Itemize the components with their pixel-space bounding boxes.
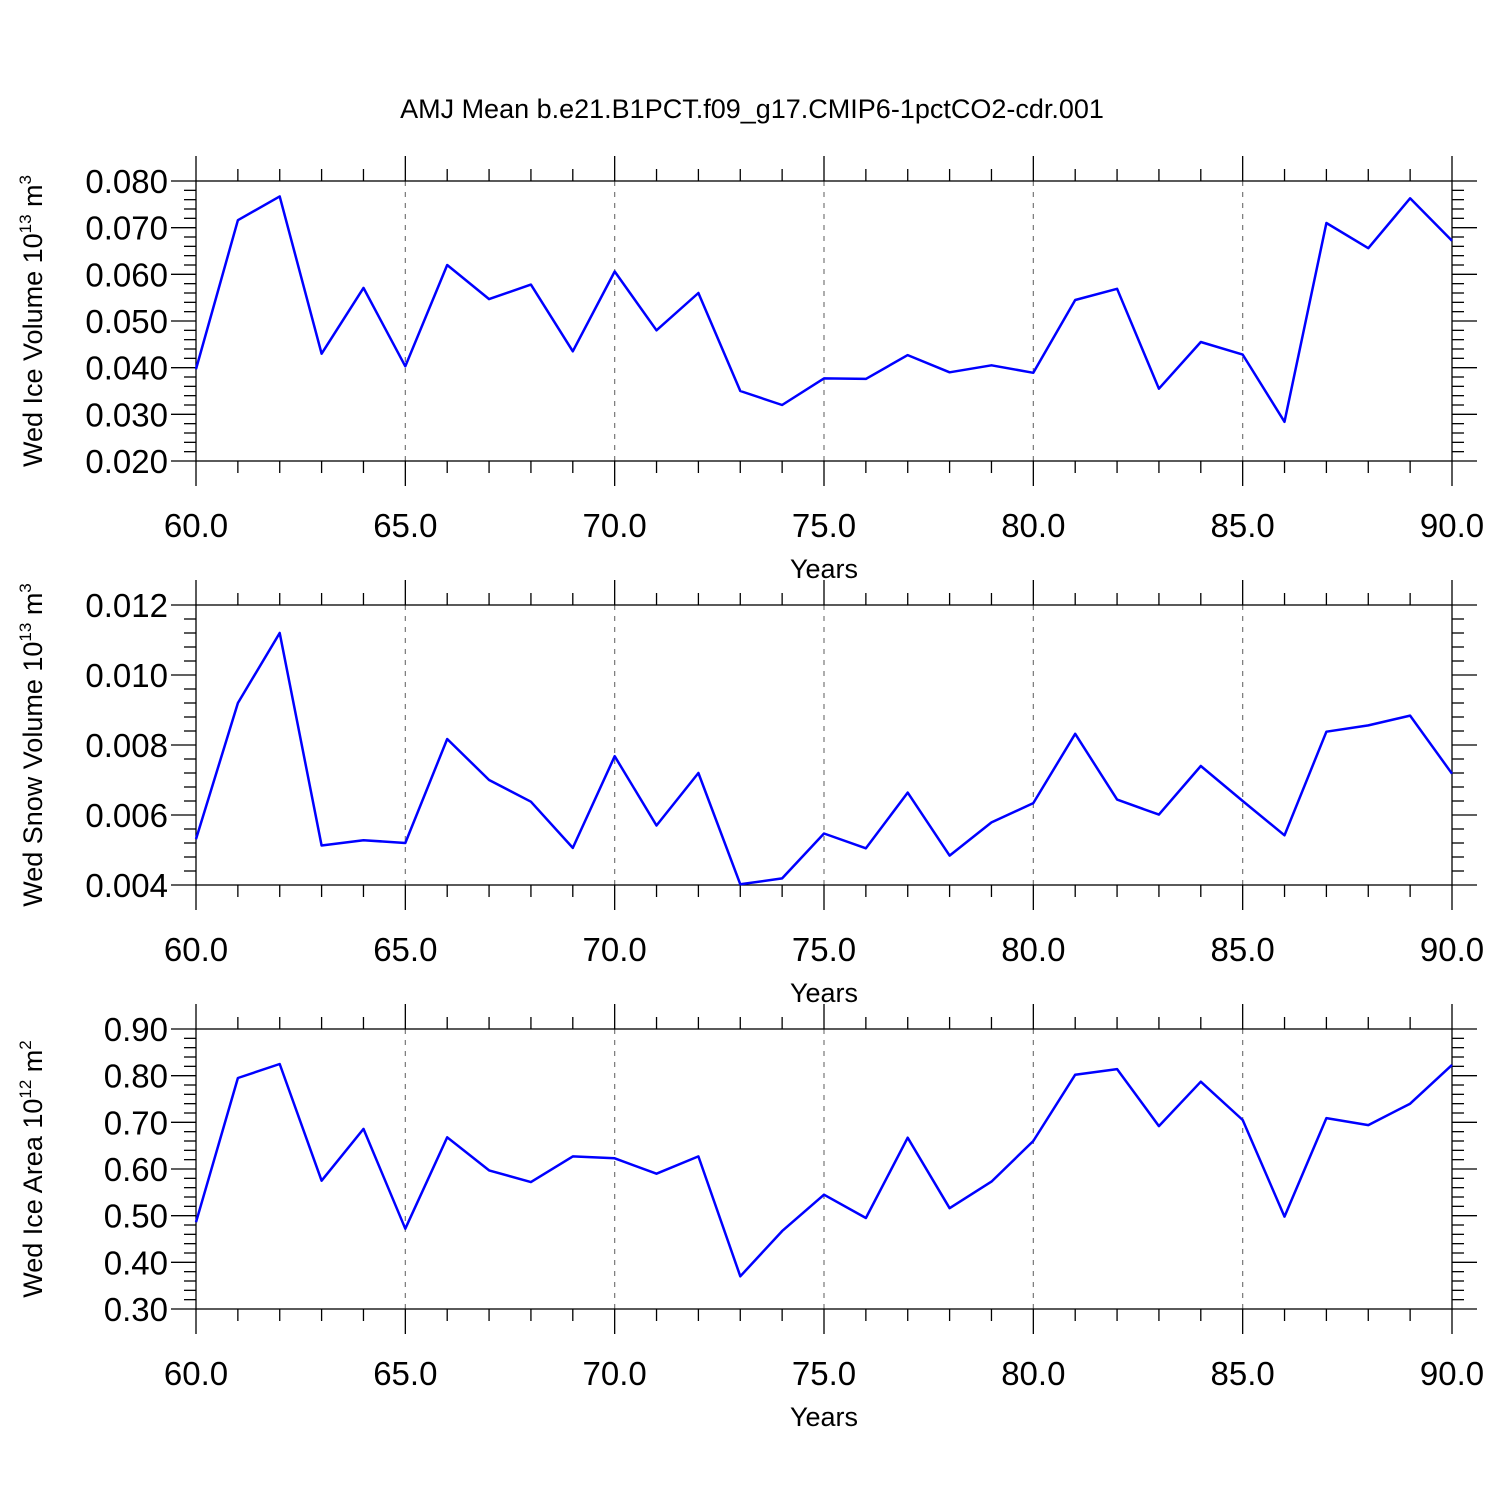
- y-tick-label: 0.008: [85, 727, 168, 764]
- x-tick-label: 85.0: [1211, 1355, 1275, 1392]
- x-tick-label: 75.0: [792, 1355, 856, 1392]
- x-tick-label: 60.0: [164, 931, 228, 968]
- x-tick-label: 75.0: [792, 507, 856, 544]
- x-tick-label: 85.0: [1211, 507, 1275, 544]
- y-tick-label: 0.004: [85, 867, 168, 904]
- chart-title: AMJ Mean b.e21.B1PCT.f09_g17.CMIP6-1pctC…: [400, 94, 1104, 124]
- x-tick-label: 90.0: [1420, 507, 1484, 544]
- series-line: [194, 631, 1454, 886]
- y-tick-label: 0.006: [85, 797, 168, 834]
- y-axis-label: Wed Snow Volume 1013 m3: [16, 583, 48, 907]
- x-tick-label: 65.0: [373, 1355, 437, 1392]
- x-tick-label: 75.0: [792, 931, 856, 968]
- x-axis-label: Years: [790, 978, 858, 1008]
- x-tick-label: 90.0: [1420, 931, 1484, 968]
- chart-panel-3: 0.30 0.40 0.50 0.60 0.70 0.80 0.90 60.0 65.0 70.0…: [16, 1004, 1484, 1432]
- x-tick-label: 80.0: [1001, 1355, 1065, 1392]
- y-tick-label: 0.070: [85, 210, 168, 247]
- y-tick-label: 0.080: [85, 163, 168, 200]
- x-tick-label: 80.0: [1001, 931, 1065, 968]
- x-tick-label: 80.0: [1001, 507, 1065, 544]
- y-tick-label: 0.060: [85, 256, 168, 293]
- series-line: [194, 1062, 1453, 1278]
- y-tick-label: 0.30: [104, 1291, 168, 1328]
- y-tick-label: 0.60: [104, 1151, 168, 1188]
- y-tick-label: 0.50: [104, 1198, 168, 1235]
- chart-panel-1: 0.020 0.030 0.040 0.050 0.060 0.070 0.080 60.0 6…: [16, 156, 1484, 584]
- x-tick-label: 85.0: [1211, 931, 1275, 968]
- x-tick-label: 90.0: [1420, 1355, 1484, 1392]
- x-axis-label: Years: [790, 554, 858, 584]
- x-tick-label: 70.0: [583, 931, 647, 968]
- y-tick-label: 0.40: [104, 1244, 168, 1281]
- x-tick-label: 65.0: [373, 507, 437, 544]
- x-tick-label: 70.0: [583, 1355, 647, 1392]
- x-tick-label: 65.0: [373, 931, 437, 968]
- x-tick-label: 60.0: [164, 507, 228, 544]
- chart-panel-2: 0.004 0.006 0.008 0.010 0.012 60.0 65.0 70.0 75.…: [16, 580, 1484, 1008]
- y-axis-label: Wed Ice Volume 1013 m3: [16, 175, 48, 467]
- x-tick-label: 60.0: [164, 1355, 228, 1392]
- y-tick-label: 0.010: [85, 657, 168, 694]
- y-tick-label: 0.020: [85, 443, 168, 480]
- y-tick-label: 0.030: [85, 396, 168, 433]
- series-line: [194, 195, 1453, 424]
- y-tick-label: 0.80: [104, 1058, 168, 1095]
- x-tick-label: 70.0: [583, 507, 647, 544]
- y-tick-label: 0.70: [104, 1104, 168, 1141]
- y-tick-label: 0.90: [104, 1011, 168, 1048]
- y-tick-label: 0.040: [85, 350, 168, 387]
- x-axis-label: Years: [790, 1402, 858, 1432]
- y-axis-label: Wed Ice Area 1012 m2: [16, 1040, 48, 1298]
- y-tick-label: 0.012: [85, 587, 168, 624]
- y-tick-label: 0.050: [85, 303, 168, 340]
